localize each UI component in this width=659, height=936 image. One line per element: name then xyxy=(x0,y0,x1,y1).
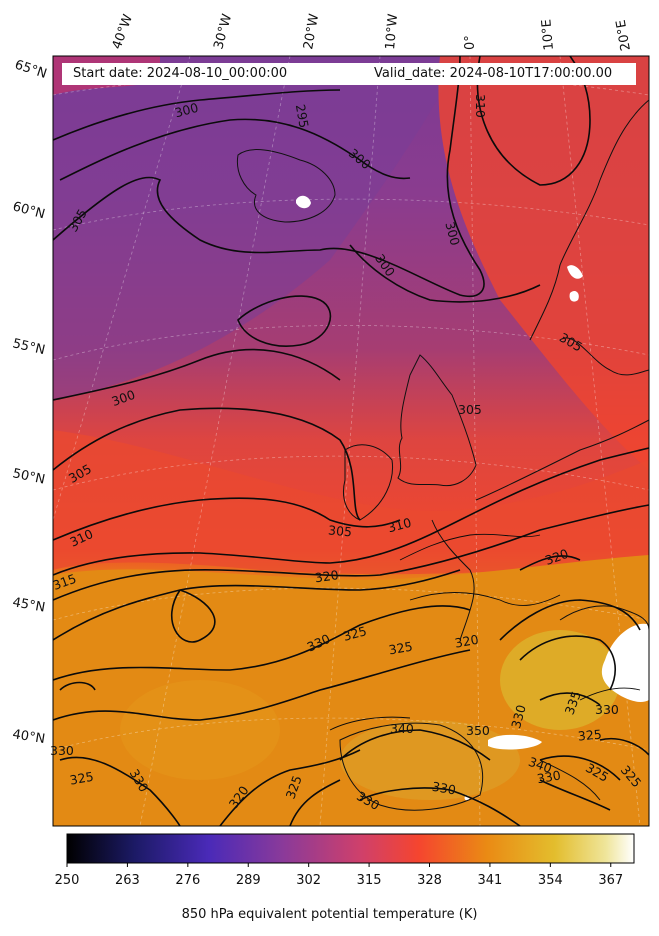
header-background xyxy=(62,63,636,85)
map-frame xyxy=(52,55,650,827)
colorbar-tick-label: 328 xyxy=(417,873,442,888)
contours xyxy=(53,56,649,826)
contour-label: 305 xyxy=(328,522,353,539)
contour-label: 325 xyxy=(577,727,602,744)
lon-label-10w: 10°W xyxy=(383,13,401,50)
coastlines xyxy=(236,99,649,811)
contour-label: 300 xyxy=(442,220,463,247)
contour-label: 330 xyxy=(508,703,529,730)
colorbar-ticks: 250 263 276 289 302 315 328 341 354 367 xyxy=(55,863,623,888)
lat-label-55n: 55°N xyxy=(11,336,46,358)
contour-label: 310 xyxy=(386,515,413,536)
contour-label: 325 xyxy=(388,639,414,658)
lon-label-40w: 40°W xyxy=(110,12,136,51)
contour-label: 320 xyxy=(314,567,340,585)
contour-label: 330 xyxy=(536,767,562,786)
contour-label: 310 xyxy=(473,94,488,118)
lon-label-0: 0° xyxy=(463,35,478,50)
lat-label-50n: 50°N xyxy=(11,466,46,487)
colorbar-title: 850 hPa equivalent potential temperature… xyxy=(181,907,478,922)
lat-label-40n: 40°N xyxy=(11,727,46,747)
lon-label-20e: 20°E xyxy=(614,19,634,52)
colorbar-tick-label: 276 xyxy=(175,873,200,888)
contour-label: 330 xyxy=(595,702,619,717)
lon-label-30w: 30°W xyxy=(211,12,235,51)
colorbar-tick-label: 367 xyxy=(598,873,623,888)
contour-label: 300 xyxy=(173,100,200,121)
colorbar xyxy=(66,833,635,864)
contour-label: 350 xyxy=(466,723,490,738)
colorbar-tick-label: 302 xyxy=(296,873,321,888)
contour-label: 325 xyxy=(341,623,368,644)
lon-label-10e: 10°E xyxy=(539,19,557,51)
graticule xyxy=(53,56,649,826)
contour-label: 340 xyxy=(390,721,414,736)
contour-label: 325 xyxy=(69,769,95,788)
contour-label: 295 xyxy=(293,103,312,129)
contour-label: 330 xyxy=(50,743,74,758)
colorbar-tick-label: 263 xyxy=(115,873,140,888)
colorbar-tick-label: 341 xyxy=(478,873,503,888)
contours-thin xyxy=(329,533,641,731)
colorbar-tick-label: 354 xyxy=(538,873,563,888)
lat-label-65n: 65°N xyxy=(13,58,49,82)
contour-label: 320 xyxy=(454,632,480,651)
map-field xyxy=(53,56,649,826)
contour-label: 330 xyxy=(431,779,457,798)
valid-date: Valid_date: 2024-08-10T17:00:00.00 xyxy=(374,66,613,81)
colorbar-tick-label: 315 xyxy=(357,873,382,888)
longitude-labels: 40°W 30°W 20°W 10°W 0° 10°E 20°E xyxy=(110,12,634,52)
lon-label-20w: 20°W xyxy=(301,13,322,51)
contour-label: 305 xyxy=(458,402,482,417)
lat-label-60n: 60°N xyxy=(11,199,47,222)
start-date: Start date: 2024-08-10_00:00:00 xyxy=(73,66,288,81)
latitude-labels: 65°N 60°N 55°N 50°N 45°N 40°N xyxy=(11,58,49,748)
lat-label-45n: 45°N xyxy=(11,595,46,615)
colorbar-tick-label: 250 xyxy=(55,873,80,888)
colorbar-tick-label: 289 xyxy=(236,873,261,888)
